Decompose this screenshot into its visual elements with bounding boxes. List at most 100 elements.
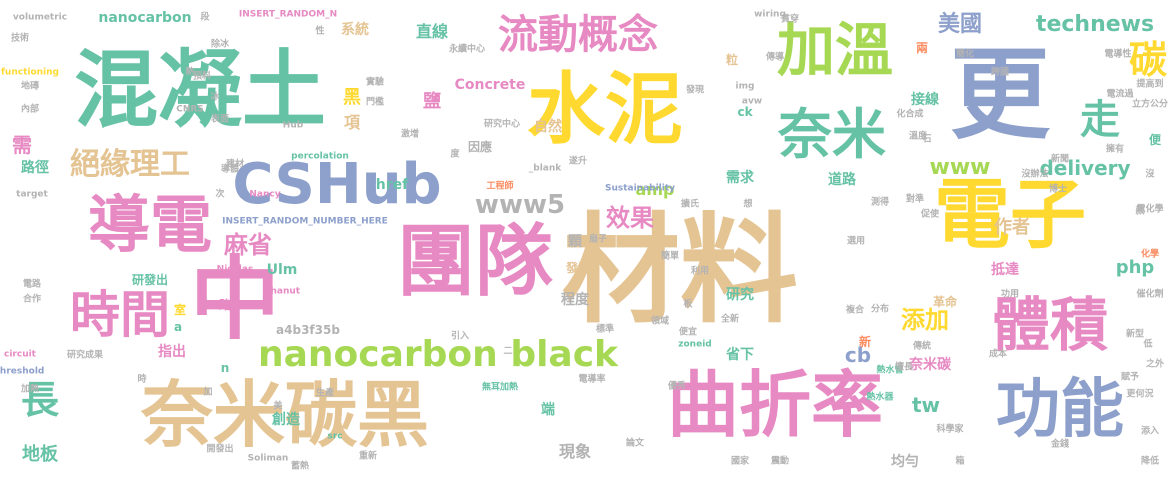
word-14: 時間 [70, 286, 170, 344]
word-140: 對準 [905, 194, 925, 205]
word-3: 水泥 [526, 65, 684, 155]
word-168: 之外 [1145, 359, 1165, 370]
word-60: 項 [343, 113, 361, 132]
word-11: 奈米 [778, 103, 886, 166]
word-35: cb [844, 343, 872, 367]
word-133: 分布 [870, 304, 890, 315]
word-143: 成本 [988, 349, 1008, 360]
word-103: 熱水管 [876, 365, 904, 376]
word-75: ck [737, 105, 753, 119]
word-58: 鹽 [423, 91, 441, 112]
word-52: a4b3f35b [276, 323, 340, 337]
word-93: img [735, 81, 755, 92]
word-159: 新型 [1125, 329, 1145, 340]
word-36: tw [911, 393, 941, 417]
word-139: 測得 [870, 197, 890, 208]
word-33: 作者 [994, 217, 1030, 238]
word-27: 美國 [937, 12, 983, 37]
word-116: 導體 [220, 164, 240, 175]
word-153: 除冰 [210, 39, 230, 50]
word-157: 選用 [846, 236, 866, 247]
word-62: 兩 [915, 41, 929, 55]
word-173: 石 [922, 134, 932, 145]
word-112: 提高到 [1136, 79, 1164, 90]
word-174: 貫穿 [780, 14, 800, 25]
word-9: 導電 [87, 188, 213, 261]
word-28: www [929, 155, 991, 180]
word-164: 沒辦法 [1021, 169, 1049, 180]
word-67: 端 [541, 402, 555, 418]
word-91: target [16, 189, 48, 200]
word-66: 研發出 [131, 273, 169, 287]
word-31: 需求 [726, 170, 754, 186]
word-15: 體積 [991, 291, 1109, 359]
word-41: Concrete [454, 77, 526, 93]
word-13: 功能 [996, 373, 1124, 447]
word-186: 冰 [210, 92, 220, 103]
word-154: 表面 [210, 114, 230, 125]
word-37: 地板 [22, 444, 58, 465]
word-42: 直線 [415, 22, 449, 41]
word-70: href [375, 177, 409, 193]
word-47: 程度 [561, 292, 589, 308]
word-24: 麻省 [224, 231, 272, 259]
word-63: 粒 [725, 53, 739, 67]
word-16: nanocarbon black [257, 334, 619, 375]
word-61: 需 [12, 133, 32, 157]
word-69: 室 [173, 303, 187, 317]
word-183: 性 [315, 26, 325, 37]
word-84: Nicolas [216, 264, 254, 275]
word-90: threshold [0, 366, 45, 377]
word-158: 功用 [1000, 289, 1020, 300]
word-98: 工程師 [486, 181, 514, 192]
word-23: 效果 [606, 204, 654, 232]
word-85: Chanut [263, 286, 301, 297]
word-32: 道路 [828, 172, 856, 188]
word-2: 混凝土 [73, 41, 327, 139]
word-73: 新 [858, 335, 872, 349]
word-46: 研究 [726, 287, 754, 303]
word-101: 科學家 [936, 424, 964, 435]
word-82: _blank [528, 163, 562, 174]
word-65: 發熱 [565, 261, 591, 275]
word-80: percolation [291, 151, 349, 162]
word-155: 建材 [225, 159, 245, 170]
word-5: 電子 [934, 170, 1086, 259]
word-74: 便 [1148, 133, 1162, 147]
word-117: 技術 [10, 33, 30, 44]
word-0: 材料 [561, 201, 799, 339]
word-78: volumetric [12, 12, 68, 23]
word-171: 低 [1143, 339, 1153, 350]
word-6: 奈米碳黑 [140, 373, 430, 457]
word-97: 研究中心 [483, 119, 521, 130]
word-118: 地磚 [20, 81, 40, 92]
word-162: 擁有 [1105, 144, 1125, 155]
word-181: 次 [215, 189, 225, 200]
word-26: technews [1035, 12, 1155, 37]
word-107: 化學 [1140, 249, 1160, 260]
word-77: INSERT_RANDOM_NUMBER_HERE [222, 216, 388, 227]
word-178: 加 [203, 387, 213, 398]
word-54: 創造 [272, 412, 300, 428]
word-110: 電導性 [1104, 49, 1132, 60]
word-45: 抵達 [991, 262, 1019, 278]
word-10: 加溫 [776, 16, 894, 84]
word-100: 立方公分 [1131, 99, 1169, 110]
word-71: n [220, 361, 230, 375]
word-17: 流動概念 [498, 12, 658, 58]
word-152: 預料 [192, 71, 212, 82]
word-128: 震動 [770, 456, 790, 467]
word-106: 催化劑 [1136, 289, 1164, 300]
word-81: Sustainability [604, 183, 676, 194]
word-176: 想 [743, 199, 753, 210]
word-119: 內部 [20, 104, 40, 115]
word-79: functioning [1, 67, 59, 78]
word-113: 實驗 [365, 77, 385, 88]
word-148: 遂升 [568, 156, 588, 167]
word-39: 均勻 [891, 454, 919, 470]
word-44: 接線 [911, 92, 939, 108]
word-86: Soliman [247, 453, 289, 464]
word-182: 段 [200, 12, 210, 23]
word-156: 複合 [845, 305, 865, 316]
